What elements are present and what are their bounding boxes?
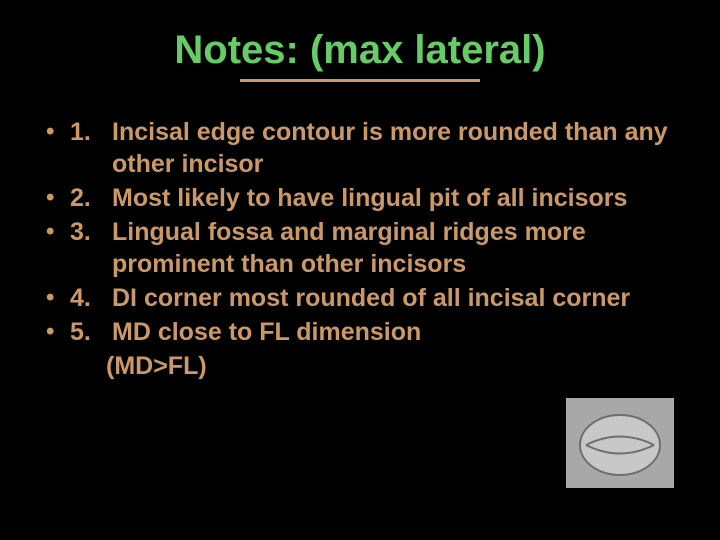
item-text: MD close to FL dimension (112, 316, 680, 348)
list-item: • 3. Lingual fossa and marginal ridges m… (46, 216, 680, 280)
item-number: 5. (70, 316, 112, 348)
bullet-icon: • (46, 316, 70, 347)
tooth-image (566, 398, 674, 488)
list-item: • 4. DI corner most rounded of all incis… (46, 282, 680, 314)
list-item: • 2. Most likely to have lingual pit of … (46, 182, 680, 214)
item-text: DI corner most rounded of all incisal co… (112, 282, 680, 314)
sub-line: (MD>FL) (106, 350, 680, 382)
bullet-icon: • (46, 282, 70, 313)
title-underline (240, 79, 480, 82)
item-number: 2. (70, 182, 112, 214)
bullet-icon: • (46, 116, 70, 147)
item-text: Incisal edge contour is more rounded tha… (112, 116, 680, 180)
item-number: 3. (70, 216, 112, 248)
list-item: • 1. Incisal edge contour is more rounde… (46, 116, 680, 180)
slide-title: Notes: (max lateral) (40, 28, 680, 73)
item-number: 1. (70, 116, 112, 148)
bullet-icon: • (46, 182, 70, 213)
notes-list: • 1. Incisal edge contour is more rounde… (40, 116, 680, 348)
item-text: Most likely to have lingual pit of all i… (112, 182, 680, 214)
item-text: Lingual fossa and marginal ridges more p… (112, 216, 680, 280)
list-item: • 5. MD close to FL dimension (46, 316, 680, 348)
item-number: 4. (70, 282, 112, 314)
bullet-icon: • (46, 216, 70, 247)
